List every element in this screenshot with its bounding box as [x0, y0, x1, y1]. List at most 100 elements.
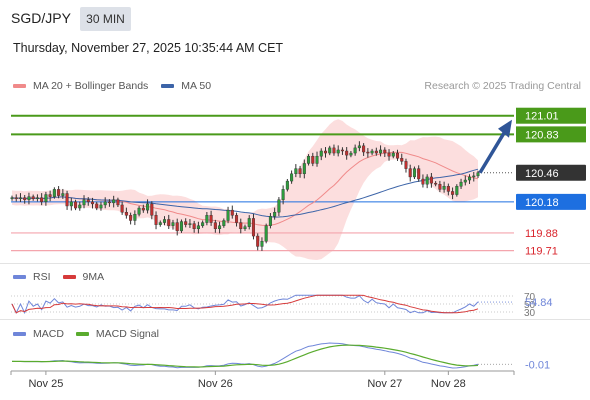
candle-body: [27, 196, 31, 200]
candle-body: [171, 222, 175, 226]
candle-body: [285, 180, 289, 190]
candle-body: [336, 149, 340, 154]
current-price-label: 120.46: [525, 168, 559, 180]
candle-body: [82, 199, 86, 206]
candle-body: [23, 197, 27, 200]
candle-body: [311, 155, 315, 164]
candle-body: [366, 151, 370, 154]
candle-body: [264, 225, 268, 242]
candle-body: [201, 222, 205, 226]
ma50-legend-label: MA 50: [181, 80, 212, 92]
candle-body: [192, 223, 196, 230]
candle-body: [74, 201, 78, 209]
candle-body: [218, 225, 222, 229]
candle-body: [328, 147, 332, 154]
resistance-tag-label: 121.01: [525, 111, 559, 123]
x-tick-label: Nov 26: [198, 378, 233, 390]
price-panel-divider: [0, 263, 590, 264]
candle-body: [57, 189, 61, 196]
candle-body: [69, 201, 73, 207]
rsi-ma-legend-label: 9MA: [82, 271, 105, 283]
candle-body: [44, 194, 48, 203]
candle-body: [103, 201, 107, 206]
rsi-tick-70: 70: [524, 292, 536, 303]
candle-body: [133, 214, 137, 221]
price-legend: MA 20 + Bollinger Bands MA 50: [13, 80, 211, 92]
candle-body: [184, 221, 188, 225]
candle-body: [455, 186, 459, 195]
pivot-tag: [516, 193, 586, 210]
macd-legend-label: MACD: [33, 328, 64, 340]
candle-body: [459, 181, 463, 187]
candle-body: [383, 149, 387, 154]
candle-body: [400, 158, 404, 162]
candle-body: [256, 235, 260, 247]
candle-body: [230, 209, 234, 216]
candle-body: [476, 172, 480, 177]
support-label: 119.71: [525, 246, 558, 258]
candle-body: [65, 193, 69, 207]
candle-body: [374, 150, 378, 154]
candle-body: [451, 191, 455, 195]
rsi-panel-divider: [0, 319, 590, 320]
candle-body: [52, 189, 56, 197]
candle-body: [391, 152, 395, 157]
candle-body: [425, 176, 429, 185]
candle-body: [162, 219, 167, 223]
candle-body: [370, 150, 374, 154]
candle-body: [379, 149, 383, 154]
candle-body: [417, 168, 421, 180]
macd-last-value: -0.01: [525, 359, 550, 371]
candle-body: [442, 186, 446, 190]
candle-body: [40, 197, 44, 203]
candle-body: [18, 197, 22, 199]
forecast-arrow-shaft: [478, 128, 508, 174]
timeframe-badge[interactable]: 30 MIN: [80, 7, 131, 31]
candle-body: [167, 219, 171, 226]
resistance-tag: [516, 107, 586, 124]
candle-body: [10, 197, 14, 199]
candle-body: [251, 218, 255, 237]
x-tick-label: Nov 28: [431, 378, 466, 390]
candle-body: [315, 155, 319, 164]
x-tick-label: Nov 27: [367, 378, 402, 390]
candle-body: [332, 147, 336, 154]
candle-body: [298, 168, 302, 175]
rsi-tick-50: 50: [524, 300, 536, 311]
macd-signal-swatch: [75, 332, 89, 336]
research-credit: Research © 2025 Trading Central: [424, 80, 581, 92]
candle-body: [120, 204, 124, 213]
support-label: 119.88: [525, 228, 558, 240]
macd-signal-line: [12, 344, 479, 368]
candle-body: [323, 150, 328, 154]
candle-body: [468, 176, 472, 181]
macd-swatch: [13, 332, 26, 336]
candle-body: [213, 222, 217, 229]
candle-body: [345, 150, 349, 156]
candle-body: [429, 176, 433, 184]
rsi-swatch: [13, 275, 26, 279]
candle-body: [226, 209, 230, 221]
candle-body: [446, 186, 450, 192]
candle-body: [281, 189, 285, 200]
candle-body: [408, 168, 412, 178]
chart-header: SGD/JPY 30 MIN: [0, 0, 590, 34]
candle-body: [116, 199, 120, 206]
candle-body: [319, 150, 323, 157]
candle-body: [404, 161, 408, 169]
currency-pair-title: SGD/JPY: [11, 10, 71, 26]
candle-body: [421, 178, 425, 185]
candle-body: [273, 211, 277, 217]
ma20-legend-label: MA 20 + Bollinger Bands: [33, 80, 149, 92]
candle-body: [112, 199, 116, 204]
candle-body: [290, 173, 294, 182]
candle-body: [78, 204, 82, 209]
candle-body: [353, 147, 357, 154]
candle-body: [277, 199, 281, 213]
forecast-arrow-head: [498, 119, 512, 138]
candle-body: [141, 207, 145, 211]
rsi-last-value: 54.84: [525, 297, 553, 309]
resistance-tag-label: 120.83: [525, 129, 559, 141]
candle-body: [209, 215, 213, 223]
